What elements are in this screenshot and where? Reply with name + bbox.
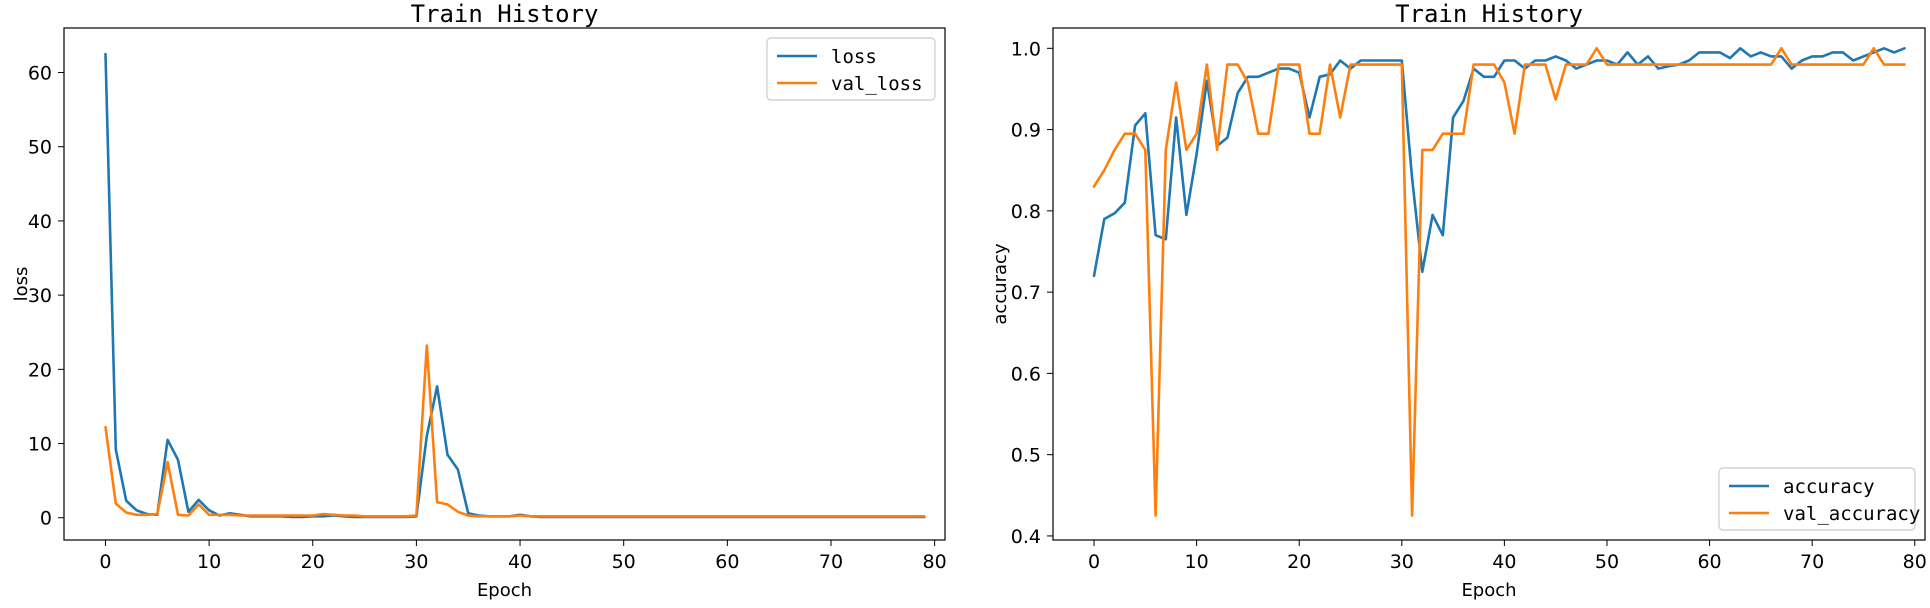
series-line-loss bbox=[104, 52, 926, 519]
accuracy-chart-title: Train History bbox=[1395, 0, 1583, 28]
x-tick-label: 10 bbox=[197, 551, 221, 573]
x-tick-label: 80 bbox=[1903, 551, 1927, 573]
y-tick-label: 1.0 bbox=[1011, 38, 1041, 60]
legend-label-loss: loss bbox=[831, 46, 877, 68]
accuracy-chart-x-axis-label: Epoch bbox=[1461, 580, 1516, 601]
loss-chart-legend-box bbox=[766, 37, 936, 101]
loss-chart-y-axis-label: loss bbox=[11, 267, 32, 302]
y-tick-label: 40 bbox=[28, 211, 52, 233]
x-tick-label: 0 bbox=[99, 551, 111, 573]
legend-label-accuracy: accuracy bbox=[1783, 476, 1875, 498]
x-tick-label: 60 bbox=[1697, 551, 1721, 573]
x-tick-label: 30 bbox=[404, 551, 428, 573]
x-tick-label: 40 bbox=[508, 551, 532, 573]
y-tick-label: 50 bbox=[28, 137, 52, 159]
legend-label-val-loss: val_loss bbox=[831, 73, 923, 95]
x-tick-label: 70 bbox=[819, 551, 843, 573]
accuracy-chart-legend: accuracy val_accuracy bbox=[1718, 467, 1920, 531]
loss-chart-x-axis-label: Epoch bbox=[477, 580, 532, 601]
x-tick-label: 20 bbox=[301, 551, 325, 573]
legend-label-val-accuracy: val_accuracy bbox=[1783, 503, 1920, 525]
loss-chart-series bbox=[104, 52, 926, 519]
loss-chart-plot-frame bbox=[63, 27, 946, 541]
loss-chart-ticks: 0 10 20 30 40 50 60 70 80 0 10 20 30 40 50 60 bbox=[28, 63, 947, 573]
y-tick-label: 0.6 bbox=[1011, 363, 1041, 385]
y-tick-label: 0 bbox=[40, 508, 52, 530]
y-tick-label: 60 bbox=[28, 63, 52, 85]
x-tick-label: 20 bbox=[1287, 551, 1311, 573]
y-tick-label: 0.5 bbox=[1011, 445, 1041, 467]
loss-chart-title: Train History bbox=[411, 0, 599, 28]
y-tick-label: 0.9 bbox=[1011, 120, 1041, 142]
x-tick-label: 40 bbox=[1492, 551, 1516, 573]
x-tick-label: 60 bbox=[715, 551, 739, 573]
y-tick-label: 0.8 bbox=[1011, 201, 1041, 223]
accuracy-chart-series bbox=[1092, 46, 1906, 517]
loss-chart: Train History Epoch loss 0 10 20 30 40 50 60 70… bbox=[11, 0, 947, 601]
series-line-val-loss bbox=[104, 344, 926, 518]
x-tick-label: 30 bbox=[1390, 551, 1414, 573]
y-tick-label: 0.7 bbox=[1011, 282, 1041, 304]
accuracy-chart-legend-box bbox=[1718, 467, 1916, 531]
x-tick-label: 80 bbox=[923, 551, 947, 573]
x-tick-label: 10 bbox=[1185, 551, 1209, 573]
accuracy-chart: Train History Epoch accuracy 0 10 20 30 40 50… bbox=[990, 0, 1927, 601]
x-tick-label: 50 bbox=[1595, 551, 1619, 573]
series-line-val-accuracy bbox=[1092, 46, 1906, 517]
accuracy-chart-y-axis-label: accuracy bbox=[990, 243, 1011, 325]
y-tick-label: 0.4 bbox=[1011, 526, 1041, 548]
y-tick-label: 30 bbox=[28, 285, 52, 307]
loss-chart-legend: loss val_loss bbox=[766, 37, 936, 101]
x-tick-label: 70 bbox=[1800, 551, 1824, 573]
y-tick-label: 20 bbox=[28, 359, 52, 381]
accuracy-chart-plot-frame bbox=[1052, 27, 1926, 541]
y-tick-label: 10 bbox=[28, 434, 52, 456]
x-tick-label: 0 bbox=[1088, 551, 1100, 573]
accuracy-chart-ticks: 0 10 20 30 40 50 60 70 80 0.4 0.5 0.6 0.7 0.8 0.9 1.0 bbox=[1011, 38, 1927, 573]
series-line-accuracy bbox=[1092, 46, 1906, 278]
x-tick-label: 50 bbox=[612, 551, 636, 573]
